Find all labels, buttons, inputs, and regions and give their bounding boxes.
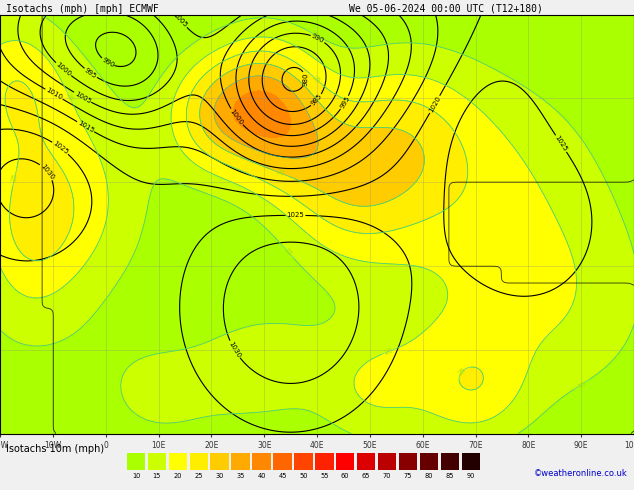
Text: 30: 30 [216,472,224,479]
Bar [127,453,145,470]
Text: 985: 985 [310,93,323,107]
Text: 1010: 1010 [45,87,63,101]
Text: 1000: 1000 [55,61,72,77]
Text: We 05-06-2024 00:00 UTC (T12+180): We 05-06-2024 00:00 UTC (T12+180) [349,3,543,14]
Text: 10: 10 [132,472,140,479]
Bar [399,453,417,470]
Text: 35: 35 [236,472,245,479]
Text: 50: 50 [299,472,307,479]
Text: 85: 85 [446,472,454,479]
Text: 75: 75 [404,472,412,479]
Text: 990: 990 [101,57,115,69]
Bar [441,453,459,470]
Text: ©weatheronline.co.uk: ©weatheronline.co.uk [534,468,628,478]
Bar [252,453,271,470]
Text: 1000: 1000 [229,108,244,126]
Bar [462,453,480,470]
Text: 1025: 1025 [553,135,569,153]
Text: 25: 25 [457,366,468,376]
Text: 1030: 1030 [39,163,55,180]
Text: 990: 990 [311,33,325,44]
Bar [315,453,333,470]
Text: 45: 45 [278,472,287,479]
Text: Isotachs (mph) [mph] ECMWF: Isotachs (mph) [mph] ECMWF [6,3,159,14]
Text: 20: 20 [65,92,74,103]
Text: 25: 25 [11,172,18,182]
Text: 65: 65 [362,472,370,479]
Text: 1005: 1005 [172,12,188,29]
Text: 1005: 1005 [74,90,92,104]
Text: 80: 80 [425,472,433,479]
Bar [210,453,229,470]
Text: 995: 995 [339,95,351,110]
Text: 70: 70 [383,472,391,479]
Text: 40: 40 [257,472,266,479]
Text: 15: 15 [283,246,293,257]
Bar [148,453,166,470]
Text: 15: 15 [309,29,320,39]
Text: Isotachs 10m (mph): Isotachs 10m (mph) [6,444,105,454]
Text: 25: 25 [311,74,321,84]
Text: 1025: 1025 [287,212,304,219]
Bar [357,453,375,470]
Bar [273,453,292,470]
Text: 25: 25 [195,472,203,479]
Text: 90: 90 [467,472,475,479]
Text: 995: 995 [84,67,98,79]
Bar [231,453,250,470]
Bar [294,453,313,470]
Text: 980: 980 [302,73,308,86]
Text: 20: 20 [174,472,182,479]
Text: 20: 20 [384,347,394,356]
Bar [169,453,187,470]
Text: 1030: 1030 [228,340,242,359]
Text: 1025: 1025 [51,140,69,155]
Bar [378,453,396,470]
Text: 60: 60 [341,472,349,479]
Bar [336,453,354,470]
Text: 55: 55 [320,472,328,479]
Bar [420,453,438,470]
Text: 15: 15 [576,380,587,390]
Bar [190,453,208,470]
Text: 15: 15 [153,472,161,479]
Text: 1015: 1015 [76,120,95,134]
Text: 30: 30 [275,169,286,177]
Text: 1020: 1020 [428,95,442,114]
